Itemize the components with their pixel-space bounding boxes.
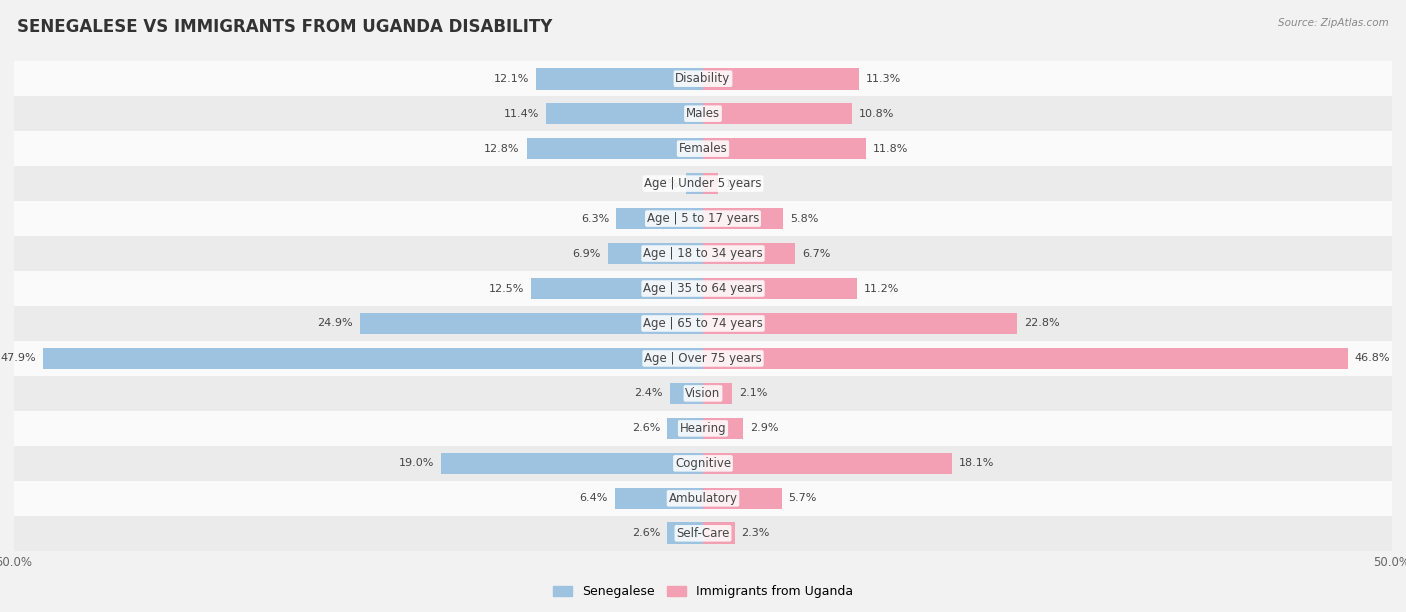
- Legend: Senegalese, Immigrants from Uganda: Senegalese, Immigrants from Uganda: [548, 580, 858, 603]
- Text: Self-Care: Self-Care: [676, 527, 730, 540]
- Text: 2.4%: 2.4%: [634, 389, 664, 398]
- Text: 24.9%: 24.9%: [318, 318, 353, 329]
- Text: Cognitive: Cognitive: [675, 457, 731, 470]
- Text: Age | 35 to 64 years: Age | 35 to 64 years: [643, 282, 763, 295]
- Bar: [14, 341, 1392, 376]
- Bar: [14, 516, 1392, 551]
- Bar: [703, 417, 742, 439]
- Bar: [531, 278, 703, 299]
- Bar: [614, 488, 703, 509]
- Text: Age | 5 to 17 years: Age | 5 to 17 years: [647, 212, 759, 225]
- Bar: [14, 166, 1392, 201]
- Text: 2.6%: 2.6%: [631, 424, 661, 433]
- Bar: [703, 348, 1348, 369]
- Text: Vision: Vision: [685, 387, 721, 400]
- Bar: [703, 452, 952, 474]
- Text: 11.4%: 11.4%: [503, 109, 538, 119]
- Text: 47.9%: 47.9%: [0, 354, 37, 364]
- Text: Age | 18 to 34 years: Age | 18 to 34 years: [643, 247, 763, 260]
- Bar: [14, 271, 1392, 306]
- Bar: [703, 523, 735, 544]
- Text: Age | Under 5 years: Age | Under 5 years: [644, 177, 762, 190]
- Bar: [546, 103, 703, 124]
- Text: 2.3%: 2.3%: [741, 528, 770, 539]
- Text: 1.2%: 1.2%: [651, 179, 679, 188]
- Bar: [703, 278, 858, 299]
- Text: 6.9%: 6.9%: [572, 248, 600, 258]
- Text: Females: Females: [679, 142, 727, 155]
- Bar: [44, 348, 703, 369]
- Text: 5.7%: 5.7%: [789, 493, 817, 503]
- Bar: [14, 236, 1392, 271]
- Text: 46.8%: 46.8%: [1355, 354, 1391, 364]
- Bar: [14, 481, 1392, 516]
- Bar: [703, 488, 782, 509]
- Bar: [14, 96, 1392, 131]
- Text: 2.9%: 2.9%: [749, 424, 779, 433]
- Text: Hearing: Hearing: [679, 422, 727, 435]
- Bar: [668, 417, 703, 439]
- Text: 22.8%: 22.8%: [1024, 318, 1060, 329]
- Bar: [14, 201, 1392, 236]
- Bar: [669, 382, 703, 405]
- Text: 5.8%: 5.8%: [790, 214, 818, 223]
- Bar: [703, 68, 859, 89]
- Text: 6.7%: 6.7%: [803, 248, 831, 258]
- Bar: [536, 68, 703, 89]
- Text: Age | 65 to 74 years: Age | 65 to 74 years: [643, 317, 763, 330]
- Bar: [14, 131, 1392, 166]
- Text: Disability: Disability: [675, 72, 731, 85]
- Bar: [441, 452, 703, 474]
- Text: 1.1%: 1.1%: [725, 179, 754, 188]
- Bar: [703, 138, 866, 160]
- Bar: [14, 376, 1392, 411]
- Bar: [686, 173, 703, 195]
- Bar: [703, 243, 796, 264]
- Bar: [14, 306, 1392, 341]
- Text: 12.8%: 12.8%: [484, 144, 520, 154]
- Bar: [616, 207, 703, 230]
- Bar: [668, 523, 703, 544]
- Text: 18.1%: 18.1%: [959, 458, 994, 468]
- Text: Source: ZipAtlas.com: Source: ZipAtlas.com: [1278, 18, 1389, 28]
- Bar: [703, 103, 852, 124]
- Bar: [703, 313, 1017, 334]
- Text: 2.6%: 2.6%: [631, 528, 661, 539]
- Text: 11.2%: 11.2%: [865, 283, 900, 294]
- Text: 11.3%: 11.3%: [866, 73, 901, 84]
- Text: Males: Males: [686, 107, 720, 120]
- Text: 2.1%: 2.1%: [738, 389, 768, 398]
- Text: Ambulatory: Ambulatory: [668, 492, 738, 505]
- Bar: [703, 382, 733, 405]
- Bar: [527, 138, 703, 160]
- Bar: [14, 446, 1392, 481]
- Text: 12.1%: 12.1%: [494, 73, 530, 84]
- Text: 6.4%: 6.4%: [579, 493, 607, 503]
- Bar: [14, 61, 1392, 96]
- Text: Age | Over 75 years: Age | Over 75 years: [644, 352, 762, 365]
- Text: 6.3%: 6.3%: [581, 214, 609, 223]
- Text: 19.0%: 19.0%: [399, 458, 434, 468]
- Bar: [14, 411, 1392, 446]
- Text: 11.8%: 11.8%: [873, 144, 908, 154]
- Bar: [703, 173, 718, 195]
- Bar: [360, 313, 703, 334]
- Bar: [607, 243, 703, 264]
- Text: 12.5%: 12.5%: [488, 283, 524, 294]
- Bar: [703, 207, 783, 230]
- Text: SENEGALESE VS IMMIGRANTS FROM UGANDA DISABILITY: SENEGALESE VS IMMIGRANTS FROM UGANDA DIS…: [17, 18, 553, 36]
- Text: 10.8%: 10.8%: [859, 109, 894, 119]
